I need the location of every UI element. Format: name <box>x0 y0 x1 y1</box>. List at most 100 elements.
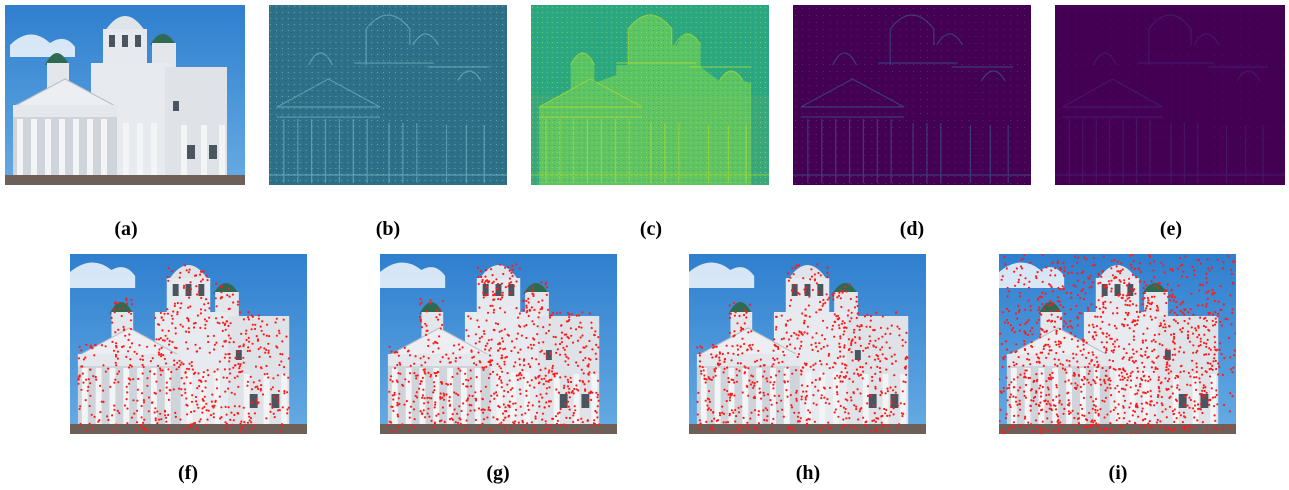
keypoint-dot <box>1064 380 1067 383</box>
keypoint-dot <box>478 306 481 309</box>
keypoint-dot <box>1040 269 1043 272</box>
keypoint-dot <box>1076 345 1079 348</box>
keypoint-dot <box>1122 368 1125 371</box>
keypoint-dot <box>781 360 784 363</box>
keypoint-dot <box>876 417 880 420</box>
keypoint-dot <box>1118 279 1121 282</box>
keypoint-dot <box>552 417 555 420</box>
keypoint-dot <box>778 370 781 373</box>
keypoint-dot <box>1120 371 1123 374</box>
keypoint-dot <box>1141 407 1144 410</box>
keypoint-dot <box>1067 325 1070 328</box>
keypoint-dot <box>1117 345 1120 348</box>
keypoint-dot <box>1091 424 1094 427</box>
caption-f: (f) <box>178 462 198 484</box>
keypoint-dot <box>1122 394 1125 398</box>
keypoint-dot <box>228 380 231 383</box>
keypoint-dot <box>414 355 417 358</box>
keypoint-dot <box>1201 389 1204 392</box>
keypoint-dot <box>843 424 846 427</box>
keypoint-dot <box>1158 342 1161 346</box>
keypoint-dot <box>1154 284 1157 287</box>
keypoint-dot <box>1062 274 1066 277</box>
keypoint-dot <box>1066 403 1070 406</box>
keypoint-dot <box>479 390 483 393</box>
keypoint-dot <box>1203 333 1206 336</box>
keypoint-dot <box>1154 316 1157 319</box>
keypoint-dot <box>515 280 518 283</box>
keypoint-dot <box>796 415 800 418</box>
keypoint-dot <box>712 346 715 349</box>
keypoint-dot <box>246 384 249 387</box>
keypoint-dot <box>233 364 237 367</box>
keypoint-dot <box>451 418 454 421</box>
keypoint-dot <box>789 343 792 346</box>
keypoint-dot <box>413 362 416 365</box>
keypoint-dot <box>168 388 171 392</box>
keypoint-dot <box>126 350 130 353</box>
keypoint-dot <box>1101 331 1104 334</box>
keypoint-dot <box>593 371 596 374</box>
keypoint-dot <box>715 345 718 348</box>
keypoint-dot <box>523 325 526 328</box>
keypoint-dot <box>204 298 208 301</box>
keypoint-dot <box>733 314 736 317</box>
keypoint-dot <box>510 281 513 284</box>
keypoint-dot <box>734 420 737 423</box>
keypoint-dot <box>698 428 701 431</box>
keypoint-dot <box>893 353 896 356</box>
keypoint-dot <box>749 346 752 349</box>
keypoint-dot <box>1103 400 1106 403</box>
keypoint-dot <box>819 429 823 433</box>
keypoint-dot <box>880 346 884 349</box>
keypoint-dot <box>1165 301 1168 305</box>
keypoint-dot <box>766 393 770 396</box>
keypoint-dot <box>806 332 809 335</box>
keypoint-dot <box>441 406 444 409</box>
keypoint-dot <box>124 334 127 337</box>
keypoint-dot <box>1023 417 1027 420</box>
keypoint-dot <box>1043 427 1047 430</box>
keypoint-dot <box>523 364 526 367</box>
keypoint-dot <box>419 357 422 360</box>
keypoint-dot <box>89 382 92 385</box>
keypoint-dot <box>184 391 187 394</box>
keypoint-dot <box>718 356 721 359</box>
keypoint-dot <box>1125 294 1128 297</box>
keypoint-dot <box>781 408 784 411</box>
keypoint-dot <box>773 381 776 384</box>
keypoint-dot <box>839 355 842 358</box>
keypoint-dot <box>1030 344 1033 348</box>
keypoint-dot <box>1131 273 1134 276</box>
keypoint-dot <box>999 420 1001 423</box>
keypoint-dot <box>1136 392 1139 395</box>
keypoint-dot <box>780 338 783 341</box>
keypoint-dot <box>1219 342 1222 345</box>
keypoint-dot <box>797 264 801 267</box>
keypoint-dot <box>211 393 214 396</box>
keypoint-dot <box>430 397 433 400</box>
panel-a-photo <box>5 5 245 185</box>
keypoint-dot <box>1190 359 1194 362</box>
keypoint-dot <box>162 354 165 357</box>
keypoint-dot <box>592 422 595 425</box>
keypoint-dot <box>1232 260 1236 263</box>
keypoint-dot <box>141 421 145 424</box>
keypoint-dot <box>588 371 591 374</box>
keypoint-dot <box>526 404 529 407</box>
keypoint-dot <box>1157 355 1160 358</box>
keypoint-dot <box>880 391 883 394</box>
keypoint-dot <box>1075 304 1078 307</box>
keypoint-dot <box>1032 380 1035 383</box>
keypoint-dot <box>571 430 574 433</box>
keypoint-dot <box>511 274 514 278</box>
keypoint-dot <box>78 345 81 348</box>
keypoint-dot <box>871 379 874 382</box>
keypoint-dot <box>1202 341 1206 344</box>
keypoint-dot <box>563 384 566 387</box>
keypoint-dot <box>536 333 539 336</box>
keypoint-dot <box>1063 336 1066 339</box>
keypoint-dot <box>836 314 840 317</box>
keypoint-dot <box>866 402 869 405</box>
keypoint-dot <box>863 423 867 426</box>
